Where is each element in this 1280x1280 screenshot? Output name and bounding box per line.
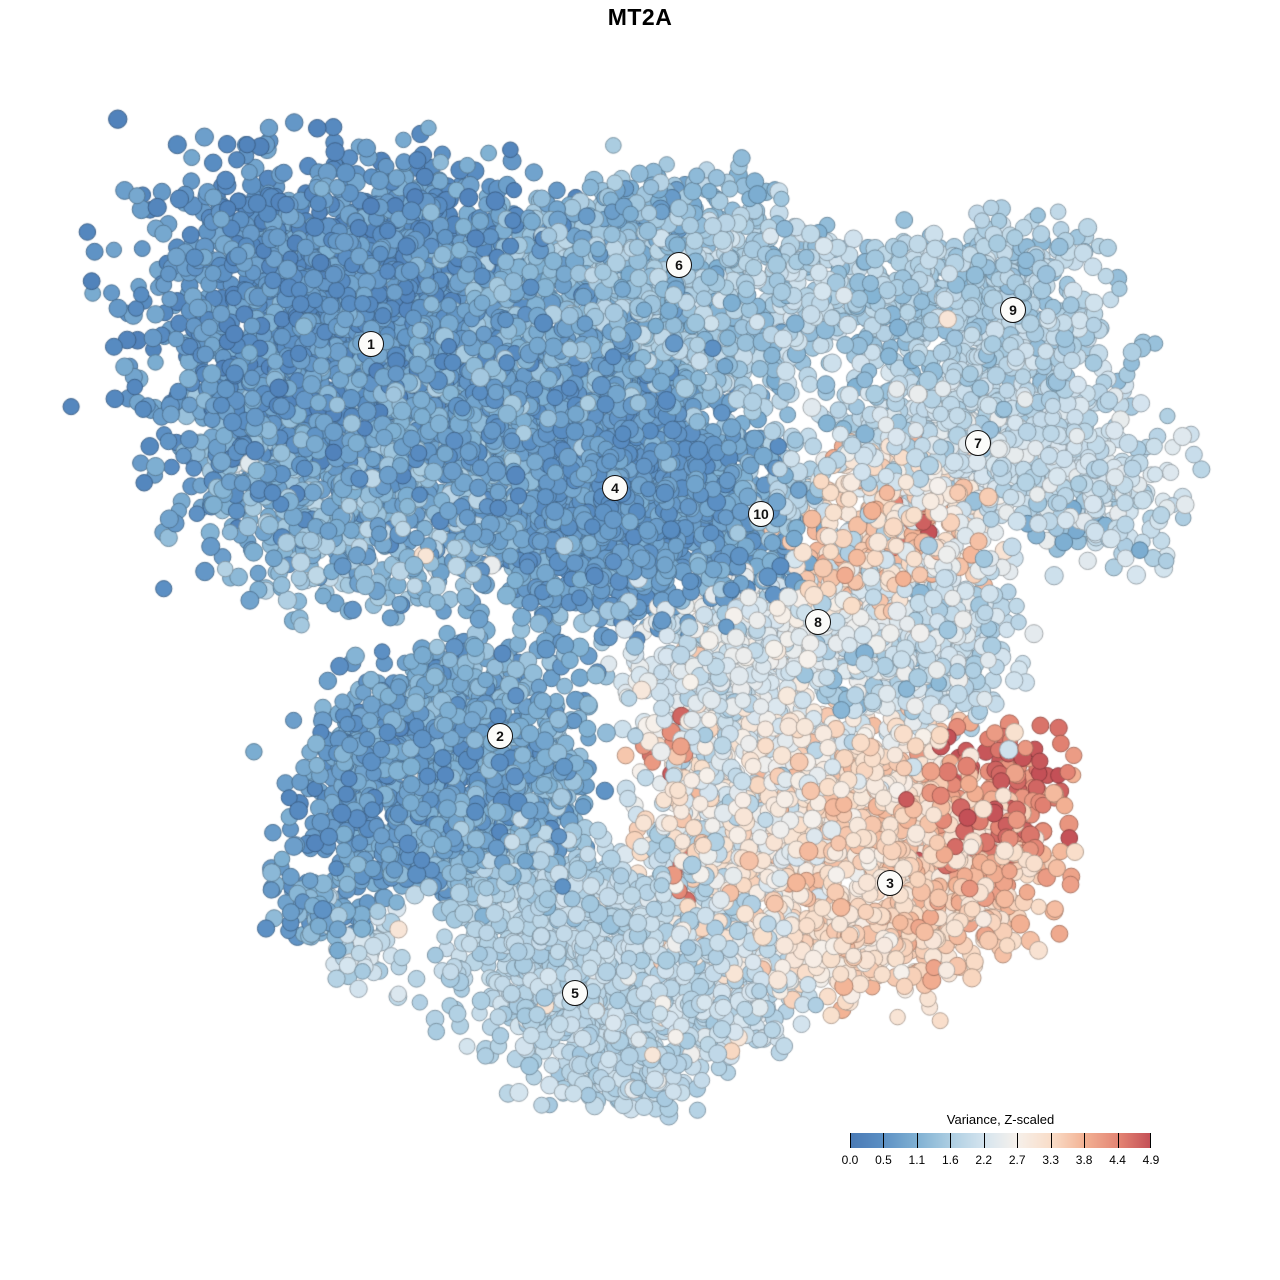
cluster-label-5: 5 xyxy=(562,980,588,1006)
cluster-label-3: 3 xyxy=(877,870,903,896)
colorbar-tick-label: 4.9 xyxy=(1142,1153,1160,1167)
cluster-label-4: 4 xyxy=(602,475,628,501)
colorbar-tick xyxy=(916,1133,918,1148)
colorbar-gradient: 0.0 0.5 1.1 1.6 2.2 2.7 3.3 3.8 4.4 4.9 xyxy=(842,1133,1159,1167)
colorbar-legend: Variance, Z-scaled 0.0 0.5 1.1 1.6 2.2 2.7 3.3… xyxy=(842,1112,1160,1167)
cluster-label-6: 6 xyxy=(666,252,692,278)
cluster-label-8: 8 xyxy=(805,609,831,635)
colorbar-tick xyxy=(1117,1133,1119,1148)
colorbar-tick xyxy=(883,1133,885,1148)
colorbar-tick xyxy=(983,1133,985,1148)
colorbar-tick xyxy=(950,1133,952,1148)
colorbar-tick-label: 1.1 xyxy=(908,1153,926,1167)
colorbar-tick-label: 3.3 xyxy=(1042,1153,1059,1167)
cluster-label-1: 1 xyxy=(358,331,384,357)
colorbar-tick-label: 4.4 xyxy=(1109,1153,1126,1167)
cluster-label-2: 2 xyxy=(487,723,513,749)
colorbar-tick xyxy=(850,1133,851,1148)
colorbar-tick-label: 0.0 xyxy=(841,1153,859,1167)
colorbar-tick xyxy=(1084,1133,1086,1148)
colorbar-tick xyxy=(1017,1133,1019,1148)
colorbar-tick-label: 2.2 xyxy=(975,1153,993,1167)
cluster-label-7: 7 xyxy=(965,430,991,456)
colorbar-tick xyxy=(1050,1133,1052,1148)
colorbar-tick-label: 0.5 xyxy=(875,1153,892,1167)
legend-title: Variance, Z-scaled xyxy=(946,1112,1055,1127)
cluster-label-9: 9 xyxy=(1000,297,1026,323)
colorbar-tick xyxy=(1150,1133,1151,1148)
colorbar-tick-label: 1.6 xyxy=(941,1153,959,1167)
colorbar-tick-label: 3.8 xyxy=(1075,1153,1093,1167)
cluster-label-10: 10 xyxy=(748,501,774,527)
colorbar-tick-label: 2.7 xyxy=(1008,1153,1026,1167)
